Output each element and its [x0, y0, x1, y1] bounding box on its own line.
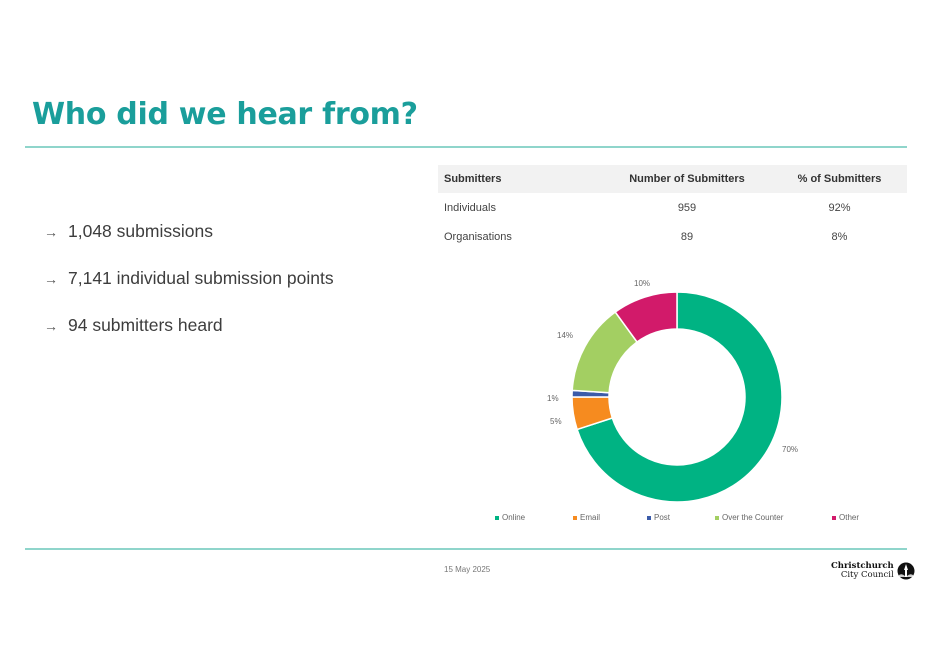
chart-legend: Online Email Post Over the Counter Other	[495, 513, 895, 525]
legend-swatch-icon	[832, 515, 836, 520]
legend-swatch-icon	[495, 515, 499, 520]
legend-label: Email	[580, 513, 601, 522]
bullet-text: 1,048 submissions	[68, 221, 213, 241]
table-cell: 8%	[831, 230, 848, 243]
table-header-row: Submitters Number of Submitters % of Sub…	[438, 165, 907, 193]
logo-line-1: Christchurch	[831, 561, 894, 571]
bullet-item: → 7,141 individual submission points	[44, 255, 334, 302]
table-row: Organisations 89 8%	[438, 222, 907, 251]
cathedral-emblem-icon	[897, 562, 915, 580]
logo-line-2: City Council	[840, 570, 894, 580]
legend-item-other: Other	[832, 513, 859, 522]
slice-label-email: 5%	[550, 417, 562, 426]
arrow-right-icon: →	[44, 317, 58, 334]
slice-label-online: 70%	[782, 445, 799, 454]
submitters-table: Submitters Number of Submitters % of Sub…	[438, 165, 907, 251]
column-header: % of Submitters	[772, 165, 907, 193]
arrow-right-icon: →	[44, 223, 58, 240]
title-divider	[25, 146, 907, 148]
legend-swatch-icon	[715, 515, 719, 520]
table-cell: 89	[680, 230, 694, 243]
donut-slice-online	[576, 291, 783, 503]
donut-slice-other	[614, 291, 678, 344]
footer-divider	[25, 548, 907, 550]
bullet-item: → 1,048 submissions	[44, 208, 334, 255]
page-title: Who did we hear from?	[32, 97, 418, 132]
legend-swatch-icon	[573, 515, 577, 520]
column-header: Submitters	[438, 165, 602, 193]
slice-label-post: 1%	[547, 394, 559, 403]
donut-svg	[571, 291, 783, 503]
submission-channel-donut-chart: 10% 14% 1% 5% 70%	[480, 270, 890, 540]
legend-label: Over the Counter	[722, 513, 784, 522]
slice-label-over-the-counter: 14%	[557, 331, 574, 340]
legend-label: Other	[839, 513, 860, 522]
legend-label: Post	[654, 513, 671, 522]
bullet-item: → 94 submitters heard	[44, 302, 334, 349]
legend-item-online: Online	[495, 513, 525, 522]
table-cell: Individuals	[444, 201, 496, 214]
table-cell: 92%	[828, 201, 851, 214]
column-header: Number of Submitters	[602, 165, 772, 193]
legend-swatch-icon	[647, 515, 651, 520]
arrow-right-icon: →	[44, 270, 58, 287]
legend-item-post: Post	[647, 513, 670, 522]
legend-item-over-the-counter: Over the Counter	[715, 513, 783, 522]
bullet-text: 94 submitters heard	[68, 315, 223, 335]
logo-text: Christchurch City Council	[831, 562, 894, 580]
footer-date: 15 May 2025	[444, 565, 491, 574]
bullet-text: 7,141 individual submission points	[68, 268, 334, 288]
legend-item-email: Email	[573, 513, 600, 522]
summary-bullets: → 1,048 submissions → 7,141 individual s…	[44, 208, 334, 349]
christchurch-city-council-logo: Christchurch City Council	[831, 562, 915, 580]
table-cell: Organisations	[444, 230, 512, 243]
slice-label-other: 10%	[634, 279, 651, 288]
table-cell: 959	[677, 201, 697, 214]
table-row: Individuals 959 92%	[438, 193, 907, 222]
legend-label: Online	[502, 513, 526, 522]
